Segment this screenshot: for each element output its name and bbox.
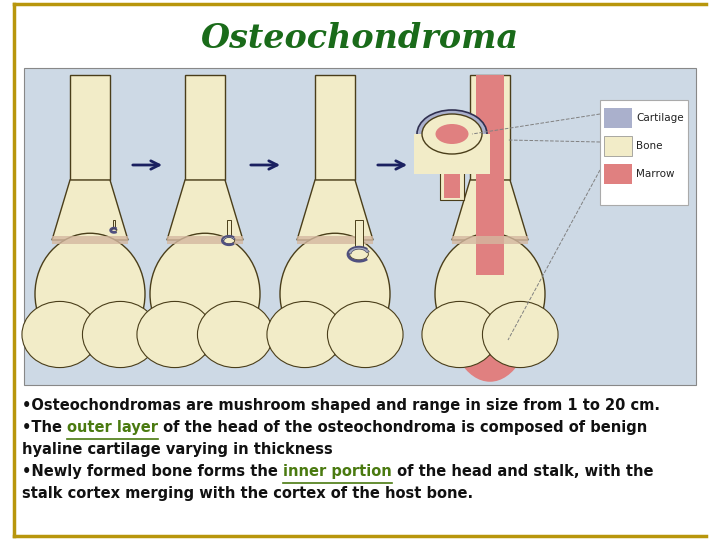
- Ellipse shape: [446, 233, 534, 382]
- Ellipse shape: [137, 301, 212, 368]
- Ellipse shape: [22, 301, 97, 368]
- Text: inner portion: inner portion: [283, 464, 392, 479]
- Text: •The: •The: [22, 420, 67, 435]
- Bar: [600, 100, 688, 205]
- Text: •Osteochondromas are mushroom shaped and range in size from 1 to 20 cm.: •Osteochondromas are mushroom shaped and…: [22, 398, 660, 413]
- Text: Marrow: Marrow: [636, 169, 675, 179]
- Bar: [113, 220, 115, 229]
- Ellipse shape: [223, 237, 235, 244]
- Bar: [604, 136, 632, 156]
- Bar: [444, 152, 460, 198]
- Bar: [167, 236, 243, 244]
- Bar: [227, 220, 231, 238]
- Ellipse shape: [267, 301, 343, 368]
- Bar: [297, 236, 373, 244]
- Ellipse shape: [150, 233, 260, 355]
- Ellipse shape: [197, 301, 273, 368]
- Polygon shape: [348, 247, 369, 254]
- Bar: [52, 236, 128, 244]
- FancyBboxPatch shape: [315, 75, 355, 180]
- Polygon shape: [52, 180, 128, 240]
- Bar: [24, 68, 696, 385]
- Bar: [414, 134, 490, 174]
- Ellipse shape: [422, 114, 482, 154]
- Text: stalk cortex merging with the cortex of the host bone.: stalk cortex merging with the cortex of …: [22, 486, 473, 501]
- Bar: [604, 108, 632, 128]
- Bar: [604, 164, 632, 184]
- Polygon shape: [167, 180, 243, 240]
- Ellipse shape: [280, 233, 390, 355]
- Bar: [476, 75, 504, 275]
- Text: Bone: Bone: [636, 141, 662, 151]
- Bar: [355, 220, 363, 250]
- Polygon shape: [222, 237, 235, 240]
- Ellipse shape: [482, 301, 558, 368]
- Polygon shape: [111, 228, 117, 230]
- Text: Cartilage: Cartilage: [636, 113, 683, 123]
- Ellipse shape: [328, 301, 403, 368]
- FancyBboxPatch shape: [474, 75, 506, 180]
- Ellipse shape: [350, 248, 369, 260]
- FancyBboxPatch shape: [185, 75, 225, 180]
- Text: hyaline cartilage varying in thickness: hyaline cartilage varying in thickness: [22, 442, 333, 457]
- Ellipse shape: [434, 123, 470, 145]
- Text: •Newly formed bone forms the: •Newly formed bone forms the: [22, 464, 283, 479]
- FancyBboxPatch shape: [70, 75, 110, 180]
- Polygon shape: [297, 180, 373, 240]
- Ellipse shape: [435, 233, 545, 355]
- Ellipse shape: [422, 114, 482, 154]
- Ellipse shape: [422, 301, 498, 368]
- Text: of the head and stalk, with the: of the head and stalk, with the: [392, 464, 653, 479]
- Bar: [452, 236, 528, 244]
- Ellipse shape: [83, 301, 158, 368]
- Polygon shape: [452, 180, 528, 240]
- Ellipse shape: [35, 233, 145, 355]
- FancyBboxPatch shape: [470, 75, 510, 180]
- Bar: [440, 150, 464, 200]
- Text: of the head of the osteochondroma is composed of benign: of the head of the osteochondroma is com…: [158, 420, 647, 435]
- Ellipse shape: [436, 124, 469, 144]
- Text: outer layer: outer layer: [67, 420, 158, 435]
- Ellipse shape: [111, 228, 117, 232]
- Text: Osteochondroma: Osteochondroma: [201, 22, 519, 55]
- Ellipse shape: [417, 110, 487, 158]
